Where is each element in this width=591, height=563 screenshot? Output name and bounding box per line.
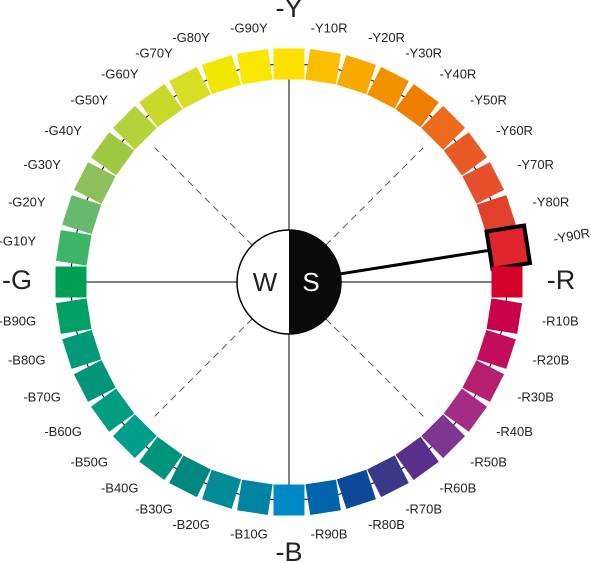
pointer-line: [338, 248, 491, 276]
color-swatch: [169, 66, 211, 109]
main-hue-label: -G: [2, 265, 32, 295]
color-swatch: [55, 230, 92, 266]
color-swatch: [421, 414, 466, 459]
color-swatch: [169, 455, 211, 498]
color-swatch: [367, 66, 409, 109]
color-swatch: [421, 105, 466, 150]
color-swatch: [443, 388, 488, 432]
color-swatch: [395, 436, 439, 481]
color-swatch: [395, 83, 439, 128]
hue-label: -Y10R: [311, 21, 348, 36]
hue-label: -G10Y: [0, 233, 36, 248]
color-swatch: [443, 132, 488, 176]
diagonal-line: [154, 318, 253, 417]
color-swatch: [62, 329, 102, 369]
hue-label: -Y30R: [405, 45, 442, 60]
color-swatch: [62, 195, 102, 235]
hue-label: -G40Y: [44, 123, 82, 138]
hue-label: -G60Y: [101, 66, 139, 81]
hue-label: -G80Y: [172, 30, 210, 45]
hue-label: -Y20R: [368, 30, 405, 45]
hue-label: -Y60R: [496, 123, 533, 138]
color-swatch: [476, 329, 516, 369]
color-swatch: [336, 55, 376, 95]
hue-label: -R80B: [368, 517, 405, 532]
color-swatch: [73, 360, 116, 402]
diagonal-line: [154, 147, 253, 246]
hue-label: -R30B: [517, 390, 554, 405]
center-right-label: S: [302, 267, 319, 297]
hue-label: -B80G: [8, 353, 46, 368]
diagonal-line: [325, 318, 424, 417]
color-swatch: [491, 266, 523, 298]
color-swatch: [273, 484, 305, 516]
hue-label: -Y90R: [552, 225, 591, 246]
color-swatch: [55, 298, 92, 334]
color-swatch: [139, 83, 183, 128]
color-swatch: [305, 48, 341, 85]
main-hue-label: -Y: [276, 0, 303, 23]
color-swatch: [112, 414, 157, 459]
hue-label: -R50B: [470, 454, 507, 469]
color-swatch: [112, 105, 157, 150]
diagonal-line: [325, 147, 424, 246]
color-swatch: [55, 266, 87, 298]
hue-label: -Y50R: [470, 92, 507, 107]
hue-label: -B90G: [0, 313, 36, 328]
hue-label: -B60G: [44, 424, 82, 439]
color-swatch: [202, 55, 242, 95]
color-swatch: [486, 298, 523, 334]
hue-label: -G30Y: [23, 157, 61, 172]
hue-label: -G50Y: [70, 92, 108, 107]
color-swatch: [476, 195, 516, 235]
hue-label: -B40G: [101, 481, 139, 496]
color-swatch: [139, 436, 183, 481]
hue-label: -B10G: [230, 526, 268, 541]
color-swatch: [336, 469, 376, 509]
hue-label: -B70G: [23, 390, 61, 405]
hue-label: -R90B: [311, 526, 348, 541]
color-swatch: [305, 479, 341, 516]
color-swatch: [90, 132, 135, 176]
main-hue-label: -R: [547, 265, 576, 295]
center-left-label: W: [253, 267, 278, 297]
hue-label: -R70B: [405, 502, 442, 517]
color-swatch: [237, 48, 273, 85]
hue-label: -G20Y: [8, 194, 46, 209]
color-swatch: [90, 388, 135, 432]
hue-label: -Y70R: [517, 157, 554, 172]
color-swatch: [367, 455, 409, 498]
hue-label: -R40B: [496, 424, 533, 439]
color-swatch: [462, 162, 505, 204]
hue-label: -R10B: [542, 313, 579, 328]
color-swatch: [484, 223, 533, 272]
hue-label: -Y40R: [439, 66, 476, 81]
center-black-half: [289, 230, 341, 334]
hue-label: -G70Y: [135, 45, 173, 60]
hue-label: -B20G: [172, 517, 210, 532]
hue-label: -B30G: [135, 502, 173, 517]
color-swatch: [273, 48, 305, 80]
hue-label: -G90Y: [230, 21, 268, 36]
hue-label: -R20B: [532, 353, 569, 368]
main-hue-label: -B: [276, 537, 303, 563]
color-swatch: [73, 162, 116, 204]
color-swatch: [237, 479, 273, 516]
hue-label: -Y80R: [532, 194, 569, 209]
color-swatch: [462, 360, 505, 402]
hue-label: -B50G: [70, 454, 108, 469]
hue-label: -R60B: [439, 481, 476, 496]
color-swatch: [202, 469, 242, 509]
